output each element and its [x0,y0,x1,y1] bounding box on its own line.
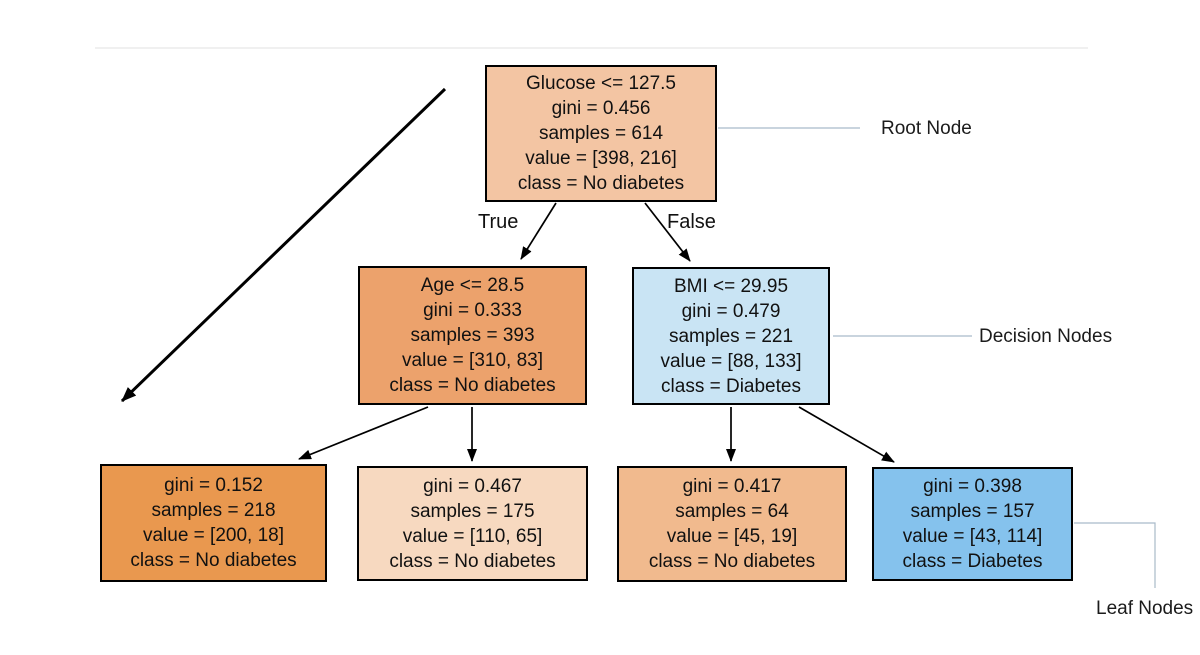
node-gini: gini = 0.152 [164,475,263,496]
node-class: class = Diabetes [661,375,801,397]
node-leaf-4: gini = 0.398 samples = 157 value = [43, … [872,467,1073,581]
node-samples: samples = 393 [410,325,535,346]
node-decision-bmi: BMI <= 29.95 gini = 0.479 samples = 221 … [632,267,830,405]
node-samples: samples = 157 [910,501,1035,522]
node-gini: gini = 0.333 [423,300,522,321]
node-samples: samples = 218 [151,500,276,521]
node-gini: gini = 0.467 [423,475,522,497]
node-value: value = [310, 83] [401,350,544,371]
node-gini: gini = 0.456 [551,98,651,119]
edge-root-to-age [520,202,557,260]
node-samples: samples = 221 [668,325,794,347]
node-value: value = [398, 216] [525,148,677,169]
node-class: class = No diabetes [389,375,556,396]
node-value: value = [43, 114] [902,526,1043,547]
node-gini: gini = 0.417 [682,476,782,497]
node-split-condition: BMI <= 29.95 [673,275,789,297]
node-value: value = [200, 18] [142,525,285,546]
node-leaf-3: gini = 0.417 samples = 64 value = [45, 1… [617,466,847,582]
node-samples: samples = 614 [538,123,664,144]
node-samples: samples = 64 [675,501,789,522]
annotation-decision-nodes: Decision Nodes [979,326,1113,347]
node-class: class = No diabetes [517,173,685,194]
node-gini: gini = 0.398 [923,476,1022,497]
node-class: class = No diabetes [648,551,816,572]
node-root: Glucose <= 127.5 gini = 0.456 samples = … [485,65,717,202]
node-split-condition: Glucose <= 127.5 [526,73,676,94]
annotation-root-node: Root Node [881,118,972,139]
callout-line-leaf-nodes [1074,522,1156,588]
node-leaf-1: gini = 0.152 samples = 218 value = [200,… [100,464,327,582]
node-gini: gini = 0.479 [681,300,781,322]
diagonal-arrow [120,87,447,403]
annotation-leaf-nodes: Leaf Nodes [1096,598,1194,619]
node-value: value = [45, 19] [666,526,798,547]
node-decision-age: Age <= 28.5 gini = 0.333 samples = 393 v… [358,266,587,405]
branch-label-true: True [478,211,519,233]
node-split-condition: Age <= 28.5 [420,275,525,296]
node-class: class = No diabetes [389,550,556,572]
branch-label-false: False [667,211,716,233]
node-value: value = [110, 65] [402,525,543,547]
node-value: value = [88, 133] [660,350,802,372]
node-samples: samples = 175 [410,500,535,522]
node-class: class = Diabetes [902,551,1043,572]
edge-age-to-leaf-1 [298,406,429,460]
node-leaf-2: gini = 0.467 samples = 175 value = [110,… [357,466,588,581]
edge-bmi-to-leaf-4 [798,406,895,463]
edge-root-to-bmi [644,202,691,262]
node-class: class = No diabetes [130,550,297,571]
